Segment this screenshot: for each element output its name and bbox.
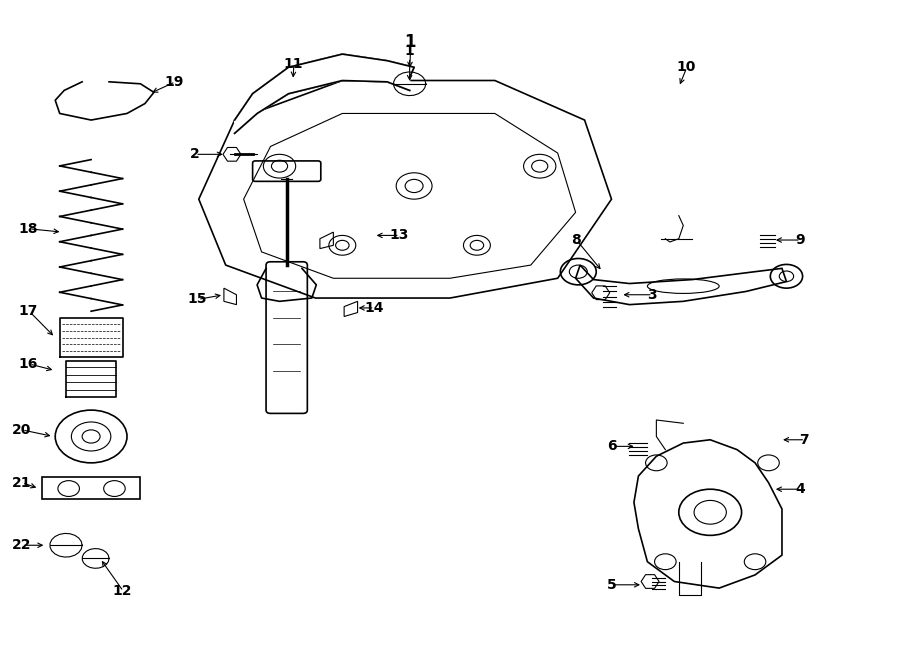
Text: 2: 2 [189, 148, 199, 162]
Text: 17: 17 [19, 305, 38, 318]
Polygon shape [235, 54, 414, 133]
Text: 8: 8 [571, 233, 580, 247]
Text: 5: 5 [607, 578, 616, 592]
Text: 21: 21 [12, 475, 31, 490]
Text: 9: 9 [795, 233, 805, 247]
Text: 12: 12 [112, 585, 132, 598]
Text: 20: 20 [12, 423, 31, 437]
Text: 3: 3 [647, 288, 657, 302]
Text: 1: 1 [404, 33, 416, 51]
Text: 19: 19 [165, 75, 184, 89]
Text: 7: 7 [799, 433, 809, 447]
Text: 15: 15 [187, 293, 207, 307]
Text: 13: 13 [389, 228, 409, 242]
Text: 10: 10 [676, 60, 696, 74]
Text: 4: 4 [795, 482, 805, 496]
Text: 16: 16 [19, 357, 38, 371]
Text: 1: 1 [405, 44, 415, 58]
Text: 6: 6 [607, 440, 616, 453]
Text: 22: 22 [12, 538, 31, 552]
Text: 14: 14 [364, 301, 383, 315]
Text: 11: 11 [284, 57, 302, 71]
Text: 18: 18 [19, 222, 38, 236]
